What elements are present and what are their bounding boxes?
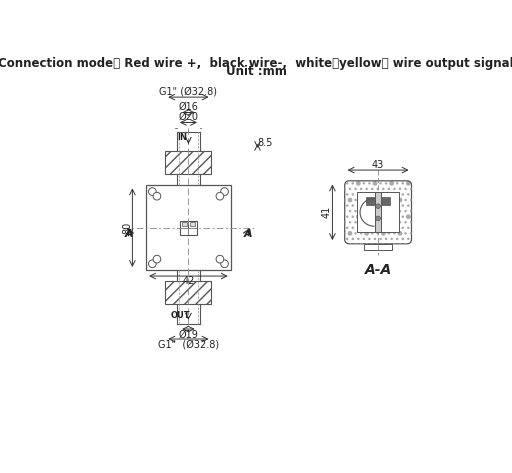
- Text: A-A: A-A: [365, 263, 392, 277]
- Text: 43: 43: [372, 160, 384, 170]
- Text: IN: IN: [177, 133, 187, 142]
- Bar: [165, 151, 211, 174]
- Text: A: A: [125, 229, 134, 239]
- Text: 8.5: 8.5: [258, 138, 273, 148]
- Circle shape: [216, 255, 224, 263]
- Bar: [165, 281, 211, 305]
- Circle shape: [148, 260, 156, 268]
- Circle shape: [216, 193, 224, 200]
- Text: Unit :mm: Unit :mm: [226, 65, 286, 78]
- Circle shape: [153, 193, 161, 200]
- Circle shape: [148, 188, 156, 195]
- Text: A: A: [243, 229, 252, 239]
- Text: Connection mode： Red wire +,  black wire-,  white（yellow） wire output signal: Connection mode： Red wire +, black wire-…: [0, 57, 512, 70]
- Text: Ø20: Ø20: [178, 112, 199, 122]
- Text: 42: 42: [182, 276, 195, 287]
- Bar: [381, 197, 390, 205]
- Bar: [190, 222, 195, 226]
- Circle shape: [221, 188, 228, 195]
- Bar: [345, 181, 412, 244]
- Text: 80: 80: [122, 221, 132, 234]
- Bar: [364, 244, 392, 250]
- Bar: [357, 193, 399, 232]
- Text: G1"  (Ø32.8): G1" (Ø32.8): [158, 340, 219, 350]
- Circle shape: [221, 260, 228, 268]
- Circle shape: [153, 255, 161, 263]
- Bar: [180, 221, 197, 235]
- Text: Ø19: Ø19: [179, 329, 198, 340]
- Bar: [146, 185, 231, 270]
- Circle shape: [376, 216, 380, 221]
- Bar: [375, 193, 381, 232]
- Text: G1" (Ø32.8): G1" (Ø32.8): [159, 87, 218, 97]
- Bar: [366, 197, 375, 205]
- Text: OUT: OUT: [171, 312, 190, 321]
- Text: 41: 41: [321, 206, 331, 219]
- Bar: [182, 222, 187, 226]
- Text: Ø16: Ø16: [179, 102, 198, 112]
- Circle shape: [376, 204, 380, 209]
